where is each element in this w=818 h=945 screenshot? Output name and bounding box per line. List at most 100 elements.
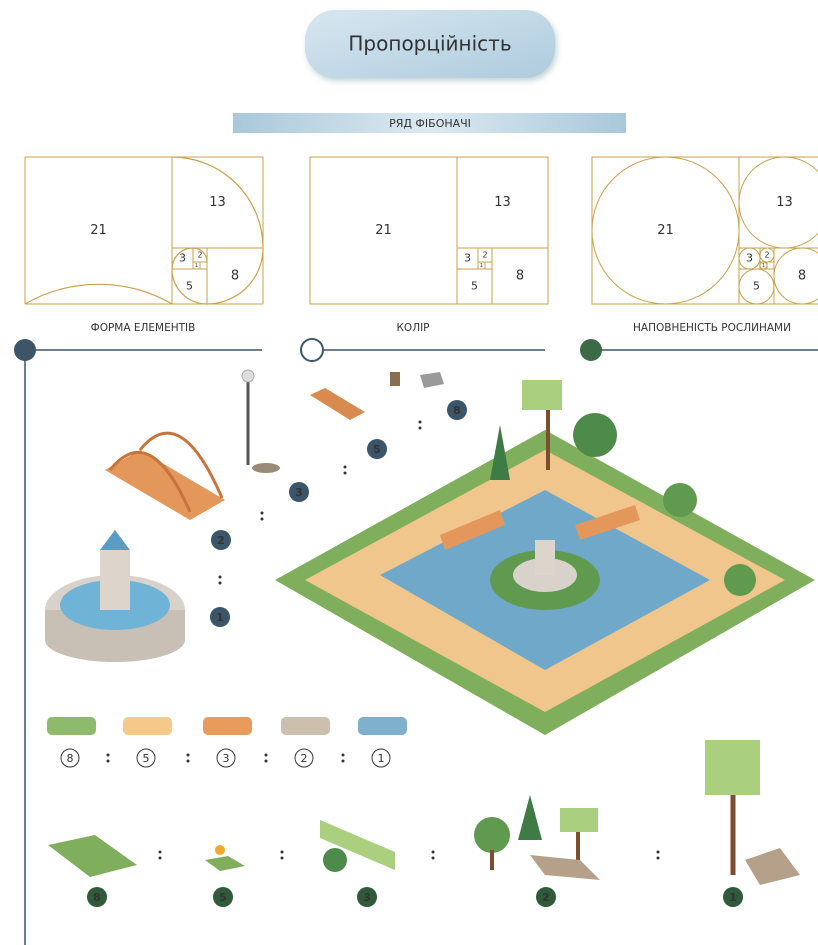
bin (390, 372, 444, 388)
cell-number: 2 (197, 251, 202, 260)
square (477, 261, 486, 270)
circle (759, 261, 768, 270)
section-label: КОЛІР (396, 322, 429, 334)
separator (158, 850, 162, 854)
cell-number: 5 (186, 280, 193, 293)
badge-number: 8 (93, 891, 101, 904)
cell-number: 13 (209, 195, 226, 210)
cell-number: 8 (798, 269, 806, 284)
cell-number: 2 (764, 251, 769, 260)
ratio-number: 3 (223, 752, 230, 765)
separator (418, 420, 422, 424)
cell-number: 13 (776, 195, 793, 210)
banner-text: РЯД ФІБОНАЧІ (389, 117, 471, 130)
badge-number: 8 (453, 404, 461, 417)
cell-number: 8 (231, 269, 239, 284)
cell-number: 8 (516, 269, 524, 284)
banner (233, 113, 626, 133)
lawn (48, 835, 137, 877)
cell-number: 5 (471, 280, 478, 293)
separator (186, 759, 190, 763)
cell-number: 1 (480, 263, 483, 269)
title-pill (305, 10, 555, 78)
badge-number: 3 (363, 891, 371, 904)
separator (264, 753, 268, 757)
separator (158, 856, 162, 860)
lamp (241, 369, 280, 473)
tall-tree (705, 740, 800, 885)
cell-number: 3 (179, 252, 186, 265)
spiral (206, 247, 264, 305)
badge-number: 1 (216, 611, 224, 624)
cell-number: 1 (762, 263, 765, 269)
separator (260, 517, 264, 521)
separator (264, 759, 268, 763)
ratio-number: 1 (378, 752, 385, 765)
cell-number: 21 (375, 223, 392, 238)
spiral (171, 247, 194, 270)
separator (656, 856, 660, 860)
hedge (320, 820, 395, 872)
color-swatch (123, 717, 172, 735)
cell-number: 5 (753, 280, 760, 293)
color-swatch (203, 717, 252, 735)
badge-number: 1 (729, 891, 737, 904)
dot (14, 339, 36, 361)
ratio-number: 2 (301, 752, 308, 765)
separator (431, 850, 435, 854)
color-swatch (281, 717, 330, 735)
bridge (105, 431, 225, 520)
spiral (171, 156, 264, 249)
badge (357, 887, 377, 907)
separator (106, 753, 110, 757)
dot (580, 339, 602, 361)
separator (431, 856, 435, 860)
badge (536, 887, 556, 907)
bench (310, 388, 365, 420)
park (275, 380, 815, 735)
ratio-ring (294, 748, 314, 768)
separator (656, 850, 660, 854)
trees (474, 795, 600, 880)
separator (106, 759, 110, 763)
badge (210, 607, 230, 627)
square (192, 261, 201, 270)
badge (447, 400, 467, 420)
separator (418, 426, 422, 430)
badge (211, 530, 231, 550)
cell-number: 3 (746, 252, 753, 265)
separator (343, 471, 347, 475)
color-swatch (47, 717, 96, 735)
ratio-number: 5 (143, 752, 150, 765)
cell-number: 21 (657, 223, 674, 238)
separator (280, 850, 284, 854)
badge-number: 3 (295, 486, 303, 499)
color-swatch (358, 717, 407, 735)
badge-number: 5 (219, 891, 227, 904)
separator (343, 465, 347, 469)
section-label: ФОРМА ЕЛЕМЕНТІВ (91, 322, 196, 334)
cell-number: 3 (464, 252, 471, 265)
fountain (45, 530, 185, 662)
ratio-ring (136, 748, 156, 768)
ratio-ring (371, 748, 391, 768)
square (773, 247, 818, 305)
ratio-number: 8 (67, 752, 74, 765)
badge (723, 887, 743, 907)
separator (260, 511, 264, 515)
ratio-ring (60, 748, 80, 768)
badge (367, 439, 387, 459)
separator (186, 753, 190, 757)
ratio-ring (216, 748, 236, 768)
separator (218, 581, 222, 585)
cell-number: 1 (195, 263, 198, 269)
badge (213, 887, 233, 907)
cell-number: 13 (494, 195, 511, 210)
separator (341, 753, 345, 757)
separator (280, 856, 284, 860)
spiral (24, 283, 173, 305)
section-label: НАПОВНЕНІСТЬ РОСЛИНАМИ (633, 322, 791, 334)
